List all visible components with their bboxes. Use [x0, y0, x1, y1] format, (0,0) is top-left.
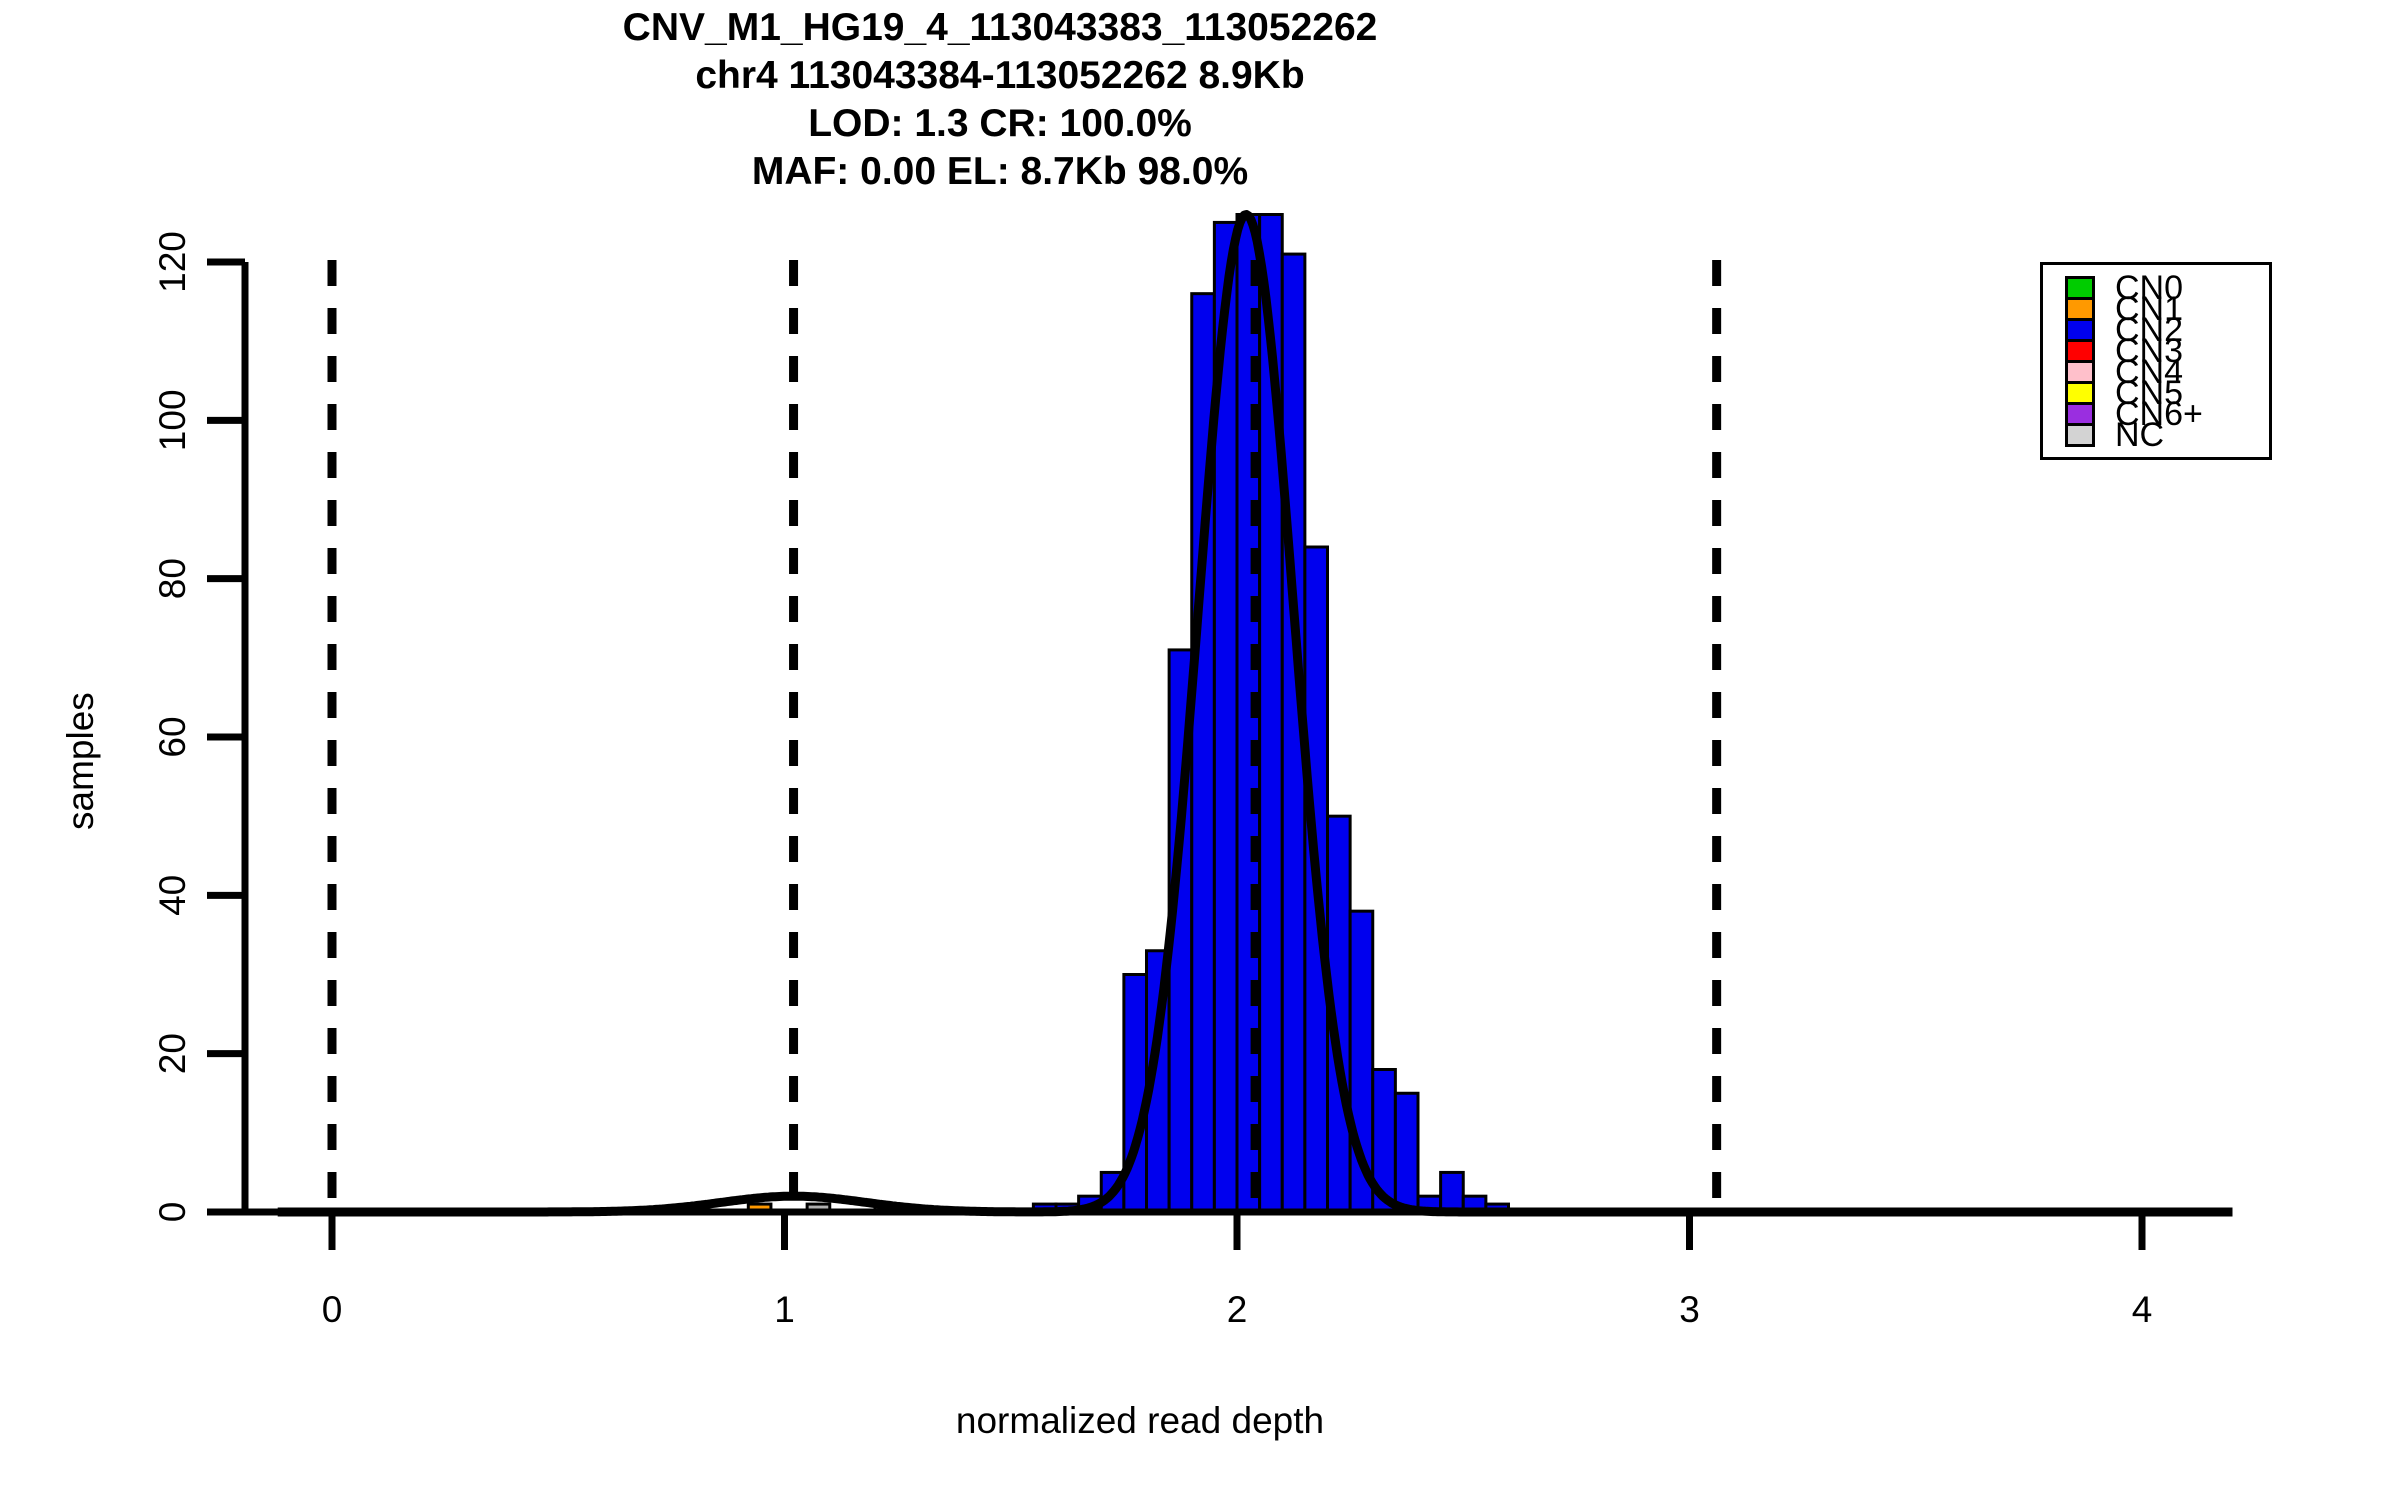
legend-label: CN6+ [2115, 395, 2203, 433]
legend-item-cn3[interactable]: CN3 [2065, 334, 2269, 368]
title-line-1: CNV_M1_HG19_4_113043383_113052262 [622, 6, 1378, 49]
legend-label: CN5 [2115, 374, 2184, 412]
y-tick-label: 120 [152, 231, 193, 293]
x-tick-label: 1 [774, 1289, 795, 1330]
legend-label: NC [2115, 416, 2165, 454]
legend-label: CN1 [2115, 290, 2184, 328]
legend-item-cn5[interactable]: CN5 [2065, 376, 2269, 410]
x-tick-label: 3 [1679, 1289, 1700, 1330]
x-tick-label: 0 [322, 1289, 343, 1330]
legend: CN0 CN1 CN2 CN3 CN4 CN5 CN6+ NC [2040, 262, 2272, 460]
y-axis-label: samples [60, 692, 101, 830]
plot-title: CNV_M1_HG19_4_113043383_113052262 chr4 1… [0, 4, 2000, 196]
x-tick-label: 2 [1227, 1289, 1248, 1330]
title-line-2: chr4 113043384-113052262 8.9Kb [695, 54, 1305, 97]
y-tick-label: 40 [152, 875, 193, 916]
legend-item-cn1[interactable]: CN1 [2065, 292, 2269, 326]
title-line-3: LOD: 1.3 CR: 100.0% [808, 102, 1192, 145]
legend-label: CN2 [2115, 311, 2184, 349]
legend-label: CN4 [2115, 353, 2184, 391]
legend-swatch-icon [2065, 423, 2095, 447]
y-tick-label: 60 [152, 716, 193, 757]
y-tick-label: 0 [152, 1202, 193, 1223]
y-tick-label: 80 [152, 558, 193, 599]
histogram-bar [1439, 1170, 1465, 1214]
legend-swatch-icon [2065, 276, 2095, 300]
histogram-bar [1393, 1091, 1420, 1214]
legend-swatch-icon [2065, 297, 2095, 321]
copy-number-reference-lines [327, 260, 1722, 1212]
legend-item-nc[interactable]: NC [2065, 418, 2269, 452]
legend-label: CN3 [2115, 332, 2184, 370]
legend-item-cn0[interactable]: CN0 [2065, 271, 2269, 305]
x-axis-label: normalized read depth [955, 1400, 1325, 1441]
title-line-4: MAF: 0.00 EL: 8.7Kb 98.0% [751, 150, 1249, 193]
legend-item-cn6plus[interactable]: CN6+ [2065, 397, 2269, 431]
histogram-bars [683, 213, 1510, 1214]
legend-swatch-icon [2065, 339, 2095, 363]
x-tick-label: 4 [2132, 1289, 2153, 1330]
y-tick-label: 100 [152, 389, 193, 451]
y-tick-label: 20 [152, 1033, 193, 1074]
legend-item-cn2[interactable]: CN2 [2065, 313, 2269, 347]
legend-label: CN0 [2115, 269, 2184, 307]
